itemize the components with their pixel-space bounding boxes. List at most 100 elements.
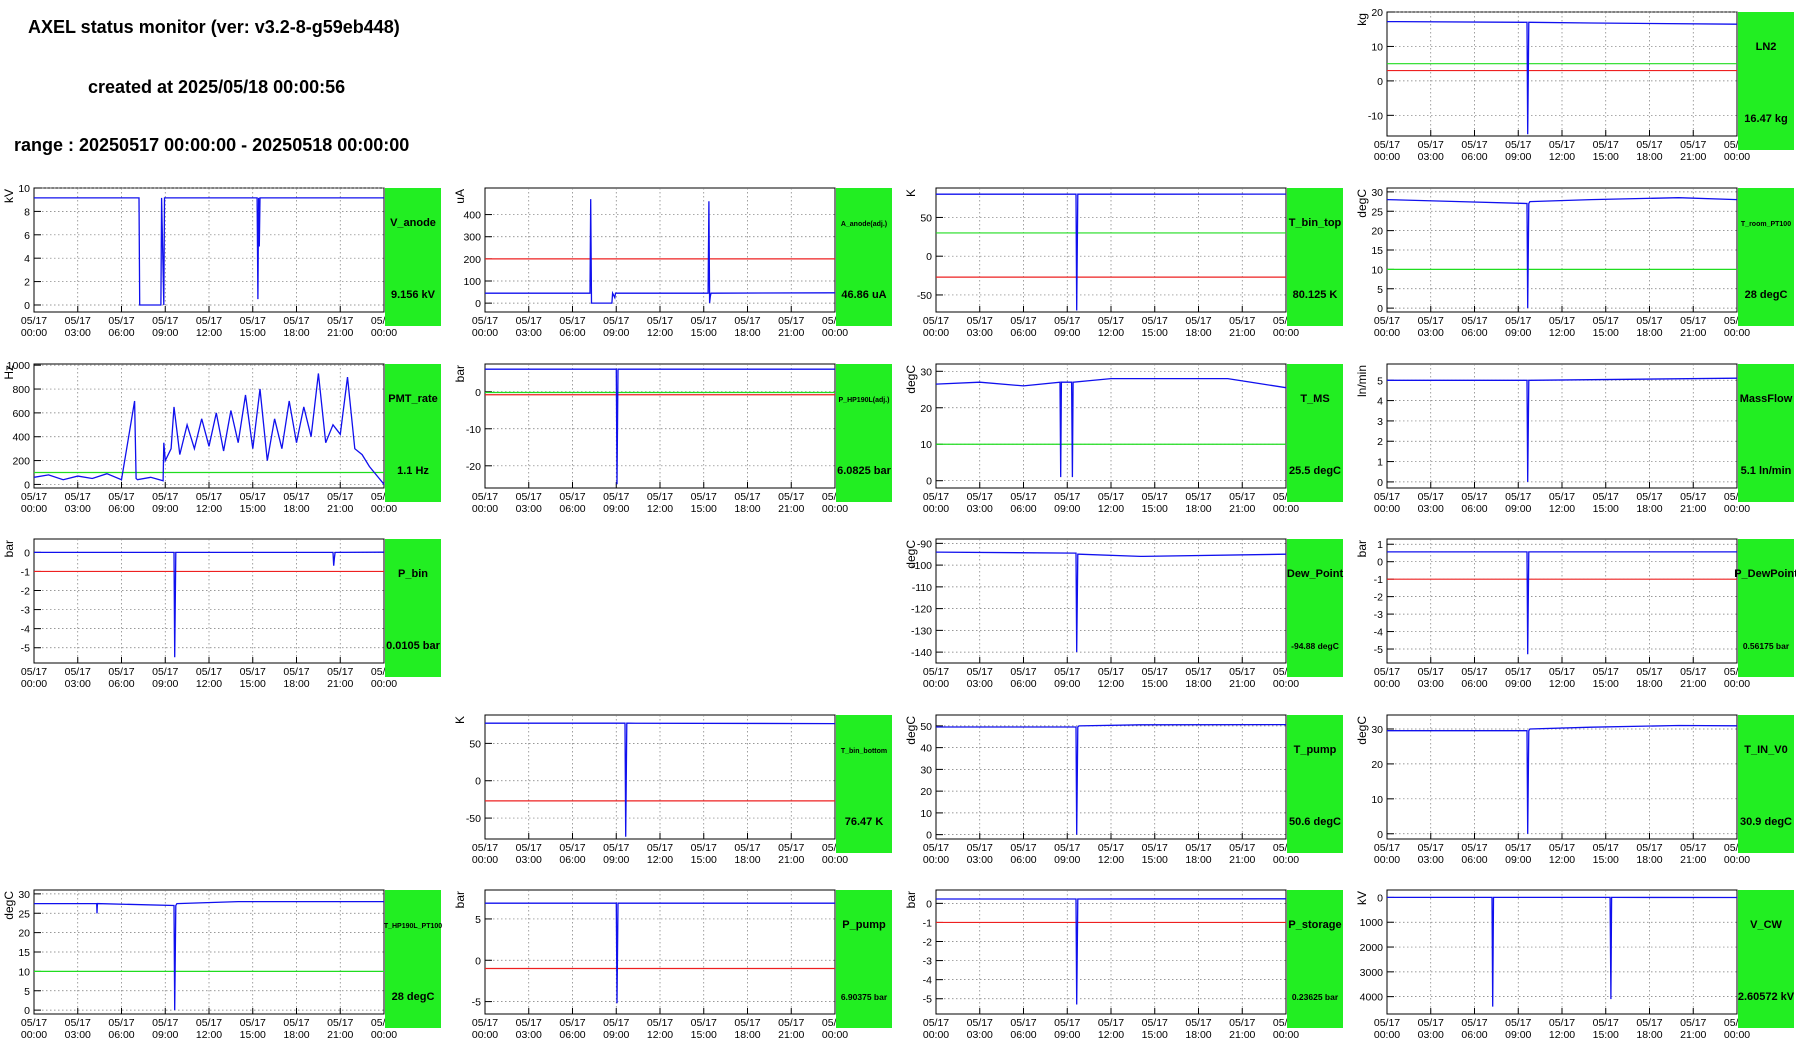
y-tick-label: -10 [466, 424, 481, 436]
y-tick-label: -4 [1374, 627, 1383, 639]
x-tick-label-date: 05/17 [108, 491, 134, 503]
y-tick-label: -110 [912, 582, 932, 594]
x-tick-label-date: 05/17 [691, 315, 717, 327]
x-tick-label-time: 15:00 [240, 1029, 266, 1041]
chart-panel-Dew_Point: 05/1700:0005/1703:0005/1706:0005/1709:00… [904, 538, 1343, 690]
status-box [1287, 890, 1343, 1028]
x-tick-label-date: 05/17 [778, 842, 804, 854]
y-tick-label: 0 [24, 479, 30, 491]
x-tick-label-date: 05/17 [1680, 315, 1706, 327]
status-box [1738, 715, 1794, 853]
x-tick-label-time: 00:00 [1724, 854, 1750, 866]
x-tick-label-time: 06:00 [1010, 854, 1036, 866]
x-tick-label-time: 15:00 [1593, 327, 1619, 339]
chart-panel-T_room_PT100: 05/1700:0005/1703:0005/1706:0005/1709:00… [1355, 187, 1794, 339]
x-tick-label-date: 05/17 [108, 1017, 134, 1029]
data-series-line [485, 722, 836, 837]
x-tick-label-time: 03:00 [1418, 854, 1444, 866]
y-tick-label: 0 [475, 298, 481, 310]
chart-panel-P_storage: 05/1700:0005/1703:0005/1706:0005/1709:00… [904, 889, 1343, 1041]
x-tick-label-time: 06:00 [1010, 678, 1036, 690]
x-tick-label-time: 18:00 [283, 503, 309, 515]
status-value: 25.5 degC [1289, 465, 1341, 477]
status-value: 5.1 ln/min [1741, 465, 1792, 477]
x-tick-label-time: 03:00 [1418, 327, 1444, 339]
x-tick-label-time: 18:00 [1185, 1029, 1211, 1041]
y-tick-label: 6 [24, 230, 30, 242]
status-box [1738, 364, 1794, 502]
x-tick-label-time: 06:00 [108, 503, 134, 515]
x-tick-label-time: 21:00 [778, 327, 804, 339]
x-tick-label-time: 03:00 [65, 503, 91, 515]
x-tick-label-time: 00:00 [822, 1029, 848, 1041]
x-tick-label-time: 06:00 [1461, 678, 1487, 690]
x-tick-label-time: 00:00 [472, 503, 498, 515]
x-tick-label-time: 09:00 [1054, 1029, 1080, 1041]
y-tick-label: -50 [466, 813, 481, 825]
y-axis-label: kV [2, 189, 16, 203]
x-tick-label-time: 09:00 [152, 678, 178, 690]
x-tick-label-date: 05/17 [1680, 1017, 1706, 1029]
x-tick-label-date: 05/17 [647, 315, 673, 327]
y-tick-label: 10 [18, 966, 30, 978]
y-tick-label: -3 [1374, 609, 1383, 621]
x-tick-label-time: 03:00 [967, 327, 993, 339]
x-tick-label-time: 03:00 [1418, 1029, 1444, 1041]
x-tick-label-time: 00:00 [21, 503, 47, 515]
y-tick-label: 10 [1371, 794, 1383, 806]
data-series-line [34, 551, 385, 658]
y-axis-label: degC [1355, 716, 1369, 745]
status-value: 28 degC [1745, 289, 1788, 301]
x-tick-label-date: 05/17 [65, 315, 91, 327]
status-value: 30.9 degC [1740, 816, 1792, 828]
x-tick-label-date: 05/17 [1098, 1017, 1124, 1029]
y-tick-label: -50 [917, 290, 932, 302]
x-tick-label-time: 15:00 [1142, 503, 1168, 515]
y-tick-label: 1 [1377, 457, 1383, 469]
x-tick-label-date: 05/17 [1185, 1017, 1211, 1029]
x-tick-label-date: 05/17 [734, 315, 760, 327]
x-tick-label-date: 05/17 [603, 842, 629, 854]
y-tick-label: -3 [923, 956, 932, 968]
chart-panel-LN2: 05/1700:0005/1703:0005/1706:0005/1709:00… [1355, 7, 1794, 163]
x-tick-label-time: 00:00 [1374, 327, 1400, 339]
y-tick-label: 50 [469, 738, 481, 750]
y-tick-label: 0 [1377, 303, 1383, 315]
x-tick-label-date: 05/17 [778, 1017, 804, 1029]
x-tick-label-time: 21:00 [327, 1029, 353, 1041]
chart-panel-T_HP190L_PT100: 05/1700:0005/1703:0005/1706:0005/1709:00… [2, 889, 442, 1041]
x-tick-label-date: 05/17 [1636, 842, 1662, 854]
x-tick-label-time: 00:00 [923, 503, 949, 515]
x-tick-label-date: 05/17 [516, 842, 542, 854]
page-title: AXEL status monitor (ver: v3.2-8-g59eb44… [28, 17, 400, 37]
x-tick-label-time: 03:00 [1418, 503, 1444, 515]
x-tick-label-date: 05/17 [967, 666, 993, 678]
x-tick-label-date: 05/17 [283, 666, 309, 678]
y-tick-label: 0 [926, 830, 932, 842]
x-tick-label-time: 21:00 [778, 1029, 804, 1041]
status-name: T_bin_bottom [841, 748, 887, 755]
x-tick-label-date: 05/17 [1054, 315, 1080, 327]
x-tick-label-date: 05/17 [1054, 842, 1080, 854]
x-tick-label-date: 05/17 [734, 1017, 760, 1029]
x-tick-label-time: 00:00 [1724, 678, 1750, 690]
x-tick-label-time: 06:00 [1010, 327, 1036, 339]
x-tick-label-date: 05/17 [1229, 491, 1255, 503]
x-tick-label-time: 18:00 [734, 327, 760, 339]
status-name: LN2 [1756, 41, 1777, 53]
x-tick-label-time: 06:00 [108, 327, 134, 339]
x-tick-label-time: 00:00 [1273, 327, 1299, 339]
x-tick-label-date: 05/17 [283, 491, 309, 503]
y-tick-label: -10 [1368, 110, 1383, 122]
y-tick-label: 1000 [1360, 917, 1384, 929]
x-tick-label-time: 00:00 [472, 1029, 498, 1041]
x-tick-label-date: 05/17 [1010, 1017, 1036, 1029]
status-box [385, 364, 441, 502]
status-name: MassFlow [1740, 393, 1793, 405]
status-value: 46.86 uA [841, 289, 886, 301]
data-series-line [936, 723, 1287, 835]
status-name: P_storage [1288, 919, 1341, 931]
chart-panel-A_anode: 05/1700:0005/1703:0005/1706:0005/1709:00… [453, 187, 892, 339]
x-tick-label-date: 05/17 [1461, 1017, 1487, 1029]
y-axis-label: bar [453, 365, 467, 382]
